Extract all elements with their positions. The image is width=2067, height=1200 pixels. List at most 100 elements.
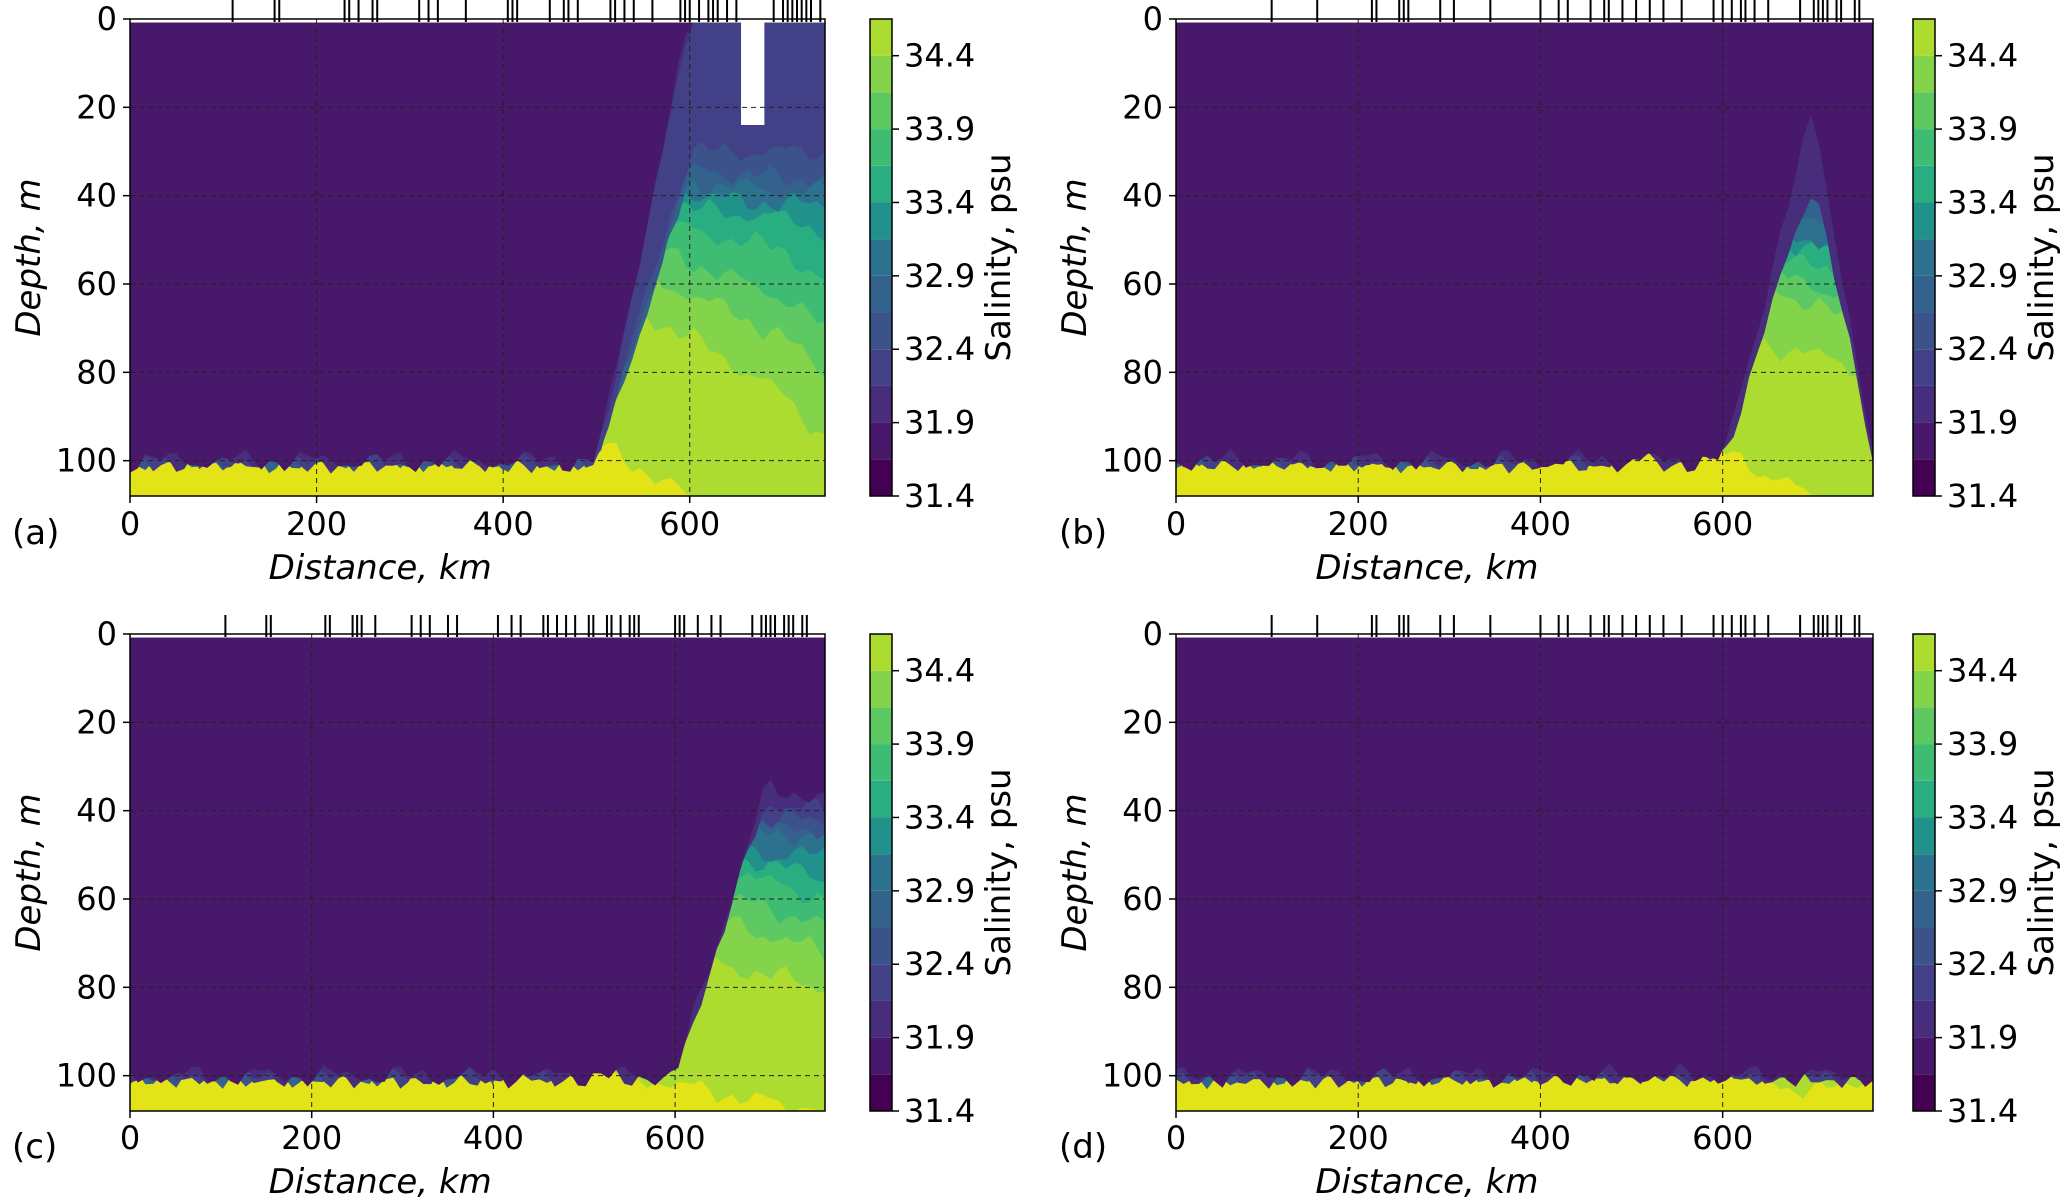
colorbar-segment: [870, 964, 892, 1001]
colorbar-tick-label: 32.9: [1947, 257, 2018, 295]
colorbar-segment: [1913, 55, 1935, 93]
colorbar-tick-label: 34.4: [904, 652, 975, 690]
colorbar-segment: [870, 1000, 892, 1038]
colorbar-segment: [870, 1037, 892, 1075]
colorbar: 31.4 31.9 32.4 32.9 33.4 33.9 34.4 Salinity, ps…: [869, 633, 1019, 1130]
colorbar-tick-label: 32.4: [904, 945, 975, 983]
y-tick-label: 20: [1122, 88, 1163, 126]
plot-frame: [1175, 633, 1874, 1112]
colorbar-tick-label: 33.9: [1947, 110, 2018, 148]
colorbar-segment: [870, 459, 892, 496]
colorbar-segment: [1913, 349, 1935, 386]
y-tick-label: 60: [76, 265, 117, 303]
x-axis-title: Distance, km: [269, 1162, 492, 1200]
colorbar-segment: [1913, 275, 1935, 313]
panel-c: 0 200 400 600 0 20 40 60 80 100 Distance, km Depth,…: [9, 615, 1019, 1200]
colorbar-segment: [1913, 422, 1935, 460]
y-tick-label: 0: [97, 615, 117, 653]
y-tick-label: 100: [1102, 1057, 1163, 1095]
colorbar-frame: [869, 633, 893, 1112]
y-tick-label: 100: [56, 1057, 117, 1095]
colorbar-segment: [1913, 1037, 1935, 1075]
colorbar-segment: [1913, 964, 1935, 1001]
surface-gap: [1176, 19, 1873, 23]
colorbar-segment: [1913, 890, 1935, 928]
y-tick-label: 100: [1102, 442, 1163, 480]
colorbar-tick-label: 31.9: [904, 1019, 975, 1057]
x-tick-label: 200: [1328, 1119, 1389, 1157]
colorbar-tick-label: 31.9: [904, 404, 975, 442]
colorbar-segment: [1913, 459, 1935, 496]
x-tick-label: 200: [286, 505, 347, 543]
colorbar: 31.4 31.9 32.4 32.9 33.4 33.9 34.4 Salinity, ps…: [1912, 18, 2062, 515]
y-tick-label: 20: [76, 703, 117, 741]
colorbar-tick-label: 33.4: [904, 183, 975, 221]
colorbar-tick-label: 31.4: [904, 1092, 975, 1130]
colorbar-segment: [1913, 707, 1935, 745]
y-tick-label: 40: [76, 177, 117, 215]
colorbar-segment: [1913, 1000, 1935, 1038]
colorbar-segment: [1913, 129, 1935, 166]
colorbar-segment: [1913, 165, 1935, 203]
colorbar-title: Salinity, psu: [979, 153, 1019, 361]
x-tick-label: 600: [659, 505, 720, 543]
panel-b: 0 200 400 600 0 20 40 60 80 100 Distance, km Depth,…: [1055, 0, 2062, 588]
x-tick-label: 0: [1166, 505, 1186, 543]
colorbar-tick-label: 32.9: [904, 872, 975, 910]
colorbar-segment: [870, 349, 892, 386]
colorbar-segment: [870, 312, 892, 350]
colorbar-tick-label: 32.4: [904, 330, 975, 368]
colorbar: 31.4 31.9 32.4 32.9 33.4 33.9 34.4 Salinity, ps…: [869, 18, 1019, 515]
x-tick-label: 600: [645, 1119, 706, 1157]
salinity-band: [1176, 19, 1873, 473]
colorbar-tick-label: 34.4: [904, 37, 975, 75]
salinity-band: [130, 634, 825, 1089]
panel-label: (d): [1059, 1127, 1107, 1167]
colorbar-tick-label: 33.9: [904, 725, 975, 763]
colorbar-segment: [1913, 854, 1935, 891]
x-axis-title: Distance, km: [1315, 548, 1538, 588]
y-axis-title: Depth, m: [1055, 178, 1095, 336]
colorbar-segment: [870, 92, 892, 130]
y-tick-label: 60: [76, 880, 117, 918]
y-tick-label: 0: [97, 0, 117, 38]
salinity-band: [1176, 634, 1873, 1088]
colorbar-segment: [870, 422, 892, 460]
colorbar-tick-label: 31.9: [1947, 1019, 2018, 1057]
surface-gap: [130, 19, 825, 23]
colorbar-segment: [870, 890, 892, 928]
y-tick-label: 100: [56, 442, 117, 480]
x-tick-label: 0: [1166, 1119, 1186, 1157]
colorbar-title: Salinity, psu: [2022, 768, 2062, 976]
panel-d: 0 200 400 600 0 20 40 60 80 100 Distance, km Depth,…: [1055, 615, 2062, 1200]
colorbar-segment: [1913, 780, 1935, 818]
y-tick-label: 80: [1122, 968, 1163, 1006]
colorbar-frame: [1912, 18, 1936, 497]
colorbar-frame: [869, 18, 893, 497]
y-tick-label: 40: [76, 792, 117, 830]
y-tick-label: 80: [76, 353, 117, 391]
colorbar-segment: [870, 55, 892, 93]
colorbar-segment: [1913, 19, 1935, 56]
salinity-field: [130, 634, 825, 1111]
colorbar-segment: [870, 385, 892, 423]
colorbar-segment: [1913, 312, 1935, 350]
salinity-band: [130, 19, 825, 473]
x-tick-label: 400: [1510, 1119, 1571, 1157]
colorbar-tick-label: 33.4: [1947, 183, 2018, 221]
colorbar-tick-label: 32.9: [904, 257, 975, 295]
colorbar-segment: [870, 670, 892, 708]
y-axis-title: Depth, m: [9, 178, 49, 336]
x-tick-label: 0: [120, 505, 140, 543]
colorbar-segment: [1913, 670, 1935, 708]
plot-frame: [129, 18, 826, 497]
colorbar-segment: [870, 275, 892, 313]
colorbar-tick-label: 31.9: [1947, 404, 2018, 442]
y-tick-label: 40: [1122, 792, 1163, 830]
colorbar-segment: [870, 129, 892, 166]
colorbar-tick-label: 32.4: [1947, 330, 2018, 368]
colorbar-title: Salinity, psu: [979, 768, 1019, 976]
colorbar-tick-label: 34.4: [1947, 652, 2018, 690]
y-tick-label: 20: [1122, 703, 1163, 741]
